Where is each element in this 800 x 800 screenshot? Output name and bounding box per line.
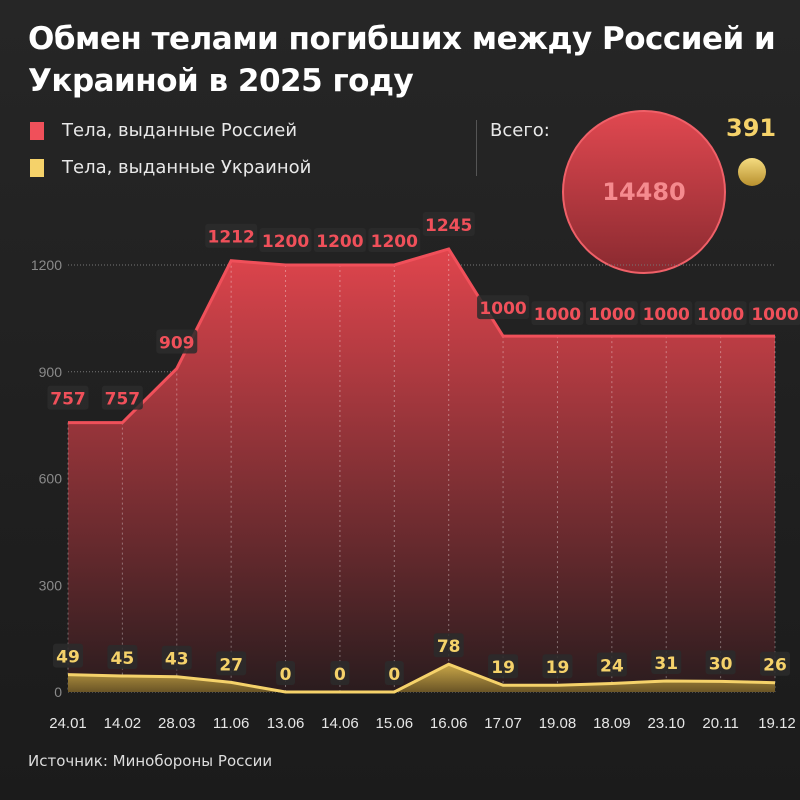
ukraine-data-label: 0	[388, 665, 400, 685]
russia-data-label: 1212	[207, 228, 254, 248]
data-label-bg	[705, 650, 736, 675]
ukraine-data-label: 78	[437, 637, 461, 657]
ukraine-data-label: 0	[334, 665, 346, 685]
russia-data-label: 1000	[534, 305, 581, 325]
ukraine-data-label: 27	[219, 655, 243, 675]
data-label-bg	[760, 651, 790, 676]
x-tick-label: 16.06	[430, 715, 468, 732]
y-tick-label: 300	[39, 577, 63, 593]
data-label-bg	[259, 228, 312, 252]
data-label-bg	[477, 295, 530, 320]
x-tick-label: 13.06	[267, 715, 305, 732]
legend-label: Тела, выданные Украиной	[62, 157, 312, 178]
divider	[476, 120, 477, 176]
data-label-bg	[368, 228, 421, 252]
russia-area	[68, 248, 775, 693]
y-tick-label: 0	[54, 684, 62, 700]
ukraine-data-label: 30	[709, 654, 733, 674]
legend-label: Тела, выданные Россией	[62, 120, 298, 141]
data-label-bg	[101, 385, 143, 410]
russia-data-label: 1000	[588, 305, 635, 325]
x-tick-label: 24.01	[49, 715, 87, 732]
x-tick-label: 19.12	[758, 715, 796, 732]
data-label-bg	[542, 654, 573, 679]
ukraine-data-label: 31	[654, 654, 678, 674]
russia-data-label: 1000	[643, 305, 690, 325]
russia-data-label: 1000	[697, 305, 744, 325]
data-label-bg	[433, 633, 464, 658]
data-label-bg	[107, 644, 138, 669]
russia-data-label: 1245	[425, 216, 472, 236]
ukraine-data-label: 19	[491, 658, 515, 678]
data-label-bg	[330, 661, 350, 685]
chart-title: Обмен телами погибших между Россией и Ук…	[28, 21, 776, 99]
russia-data-label: 909	[159, 334, 195, 354]
russia-total-circle: 14480	[562, 110, 726, 274]
ukraine-data-label: 43	[165, 650, 189, 670]
data-label-bg	[384, 661, 404, 685]
y-tick-label: 1200	[31, 257, 62, 273]
data-label-bg	[749, 301, 800, 326]
russia-data-label: 757	[105, 390, 141, 410]
legend-item-russia: Тела, выданные Россией	[30, 120, 297, 141]
legend-swatch-red	[30, 121, 44, 140]
ukraine-line	[67, 662, 776, 694]
x-tick-label: 15.06	[376, 715, 414, 732]
ukraine-total: 391	[726, 114, 777, 142]
russia-data-label: 757	[50, 390, 86, 410]
x-tick-label: 17.07	[484, 715, 522, 732]
data-label-bg	[313, 228, 366, 252]
russia-data-label: 1000	[479, 299, 526, 319]
data-label-bg	[53, 643, 83, 668]
legend-item-ukraine: Тела, выданные Украиной	[30, 157, 311, 178]
data-label-bg	[205, 223, 258, 248]
data-label-bg	[276, 661, 296, 685]
x-tick-label: 20.11	[702, 715, 738, 732]
russia-data-label: 1000	[751, 305, 798, 325]
data-label-bg	[488, 654, 519, 679]
ukraine-data-label: 19	[546, 658, 570, 678]
data-label-bg	[216, 651, 247, 676]
legend-swatch-yellow	[30, 158, 44, 177]
data-label-bg	[422, 211, 475, 236]
x-tick-label: 18.09	[593, 715, 631, 732]
data-label-bg	[651, 649, 682, 674]
ukraine-total-circle	[738, 158, 766, 186]
ukraine-data-label: 45	[111, 649, 135, 669]
source-note: Источник: Минобороны России	[28, 752, 273, 770]
ukraine-data-label: 26	[763, 656, 787, 676]
russia-data-label: 1200	[316, 232, 363, 252]
data-label-bg	[156, 329, 198, 354]
ukraine-data-label: 24	[600, 656, 624, 676]
russia-total: 14480	[602, 178, 686, 206]
data-label-bg	[694, 301, 747, 326]
x-tick-label: 19.08	[539, 715, 577, 732]
total-label: Всего:	[490, 120, 550, 141]
data-label-bg	[47, 385, 89, 410]
data-label-bg	[640, 301, 693, 326]
y-tick-label: 600	[39, 471, 63, 487]
ukraine-data-label: 0	[280, 665, 292, 685]
x-tick-label: 28.03	[158, 715, 196, 732]
y-tick-label: 900	[39, 364, 63, 380]
data-label-bg	[531, 301, 584, 326]
x-tick-label: 14.02	[104, 715, 142, 732]
data-label-bg	[585, 301, 638, 326]
x-tick-label: 23.10	[647, 715, 685, 732]
russia-data-label: 1200	[371, 232, 418, 252]
ukraine-data-label: 49	[56, 648, 80, 668]
data-label-bg	[161, 645, 192, 670]
data-label-bg	[596, 652, 627, 677]
russia-data-label: 1200	[262, 232, 309, 252]
x-tick-label: 11.06	[213, 715, 249, 732]
x-tick-label: 14.06	[321, 715, 359, 732]
